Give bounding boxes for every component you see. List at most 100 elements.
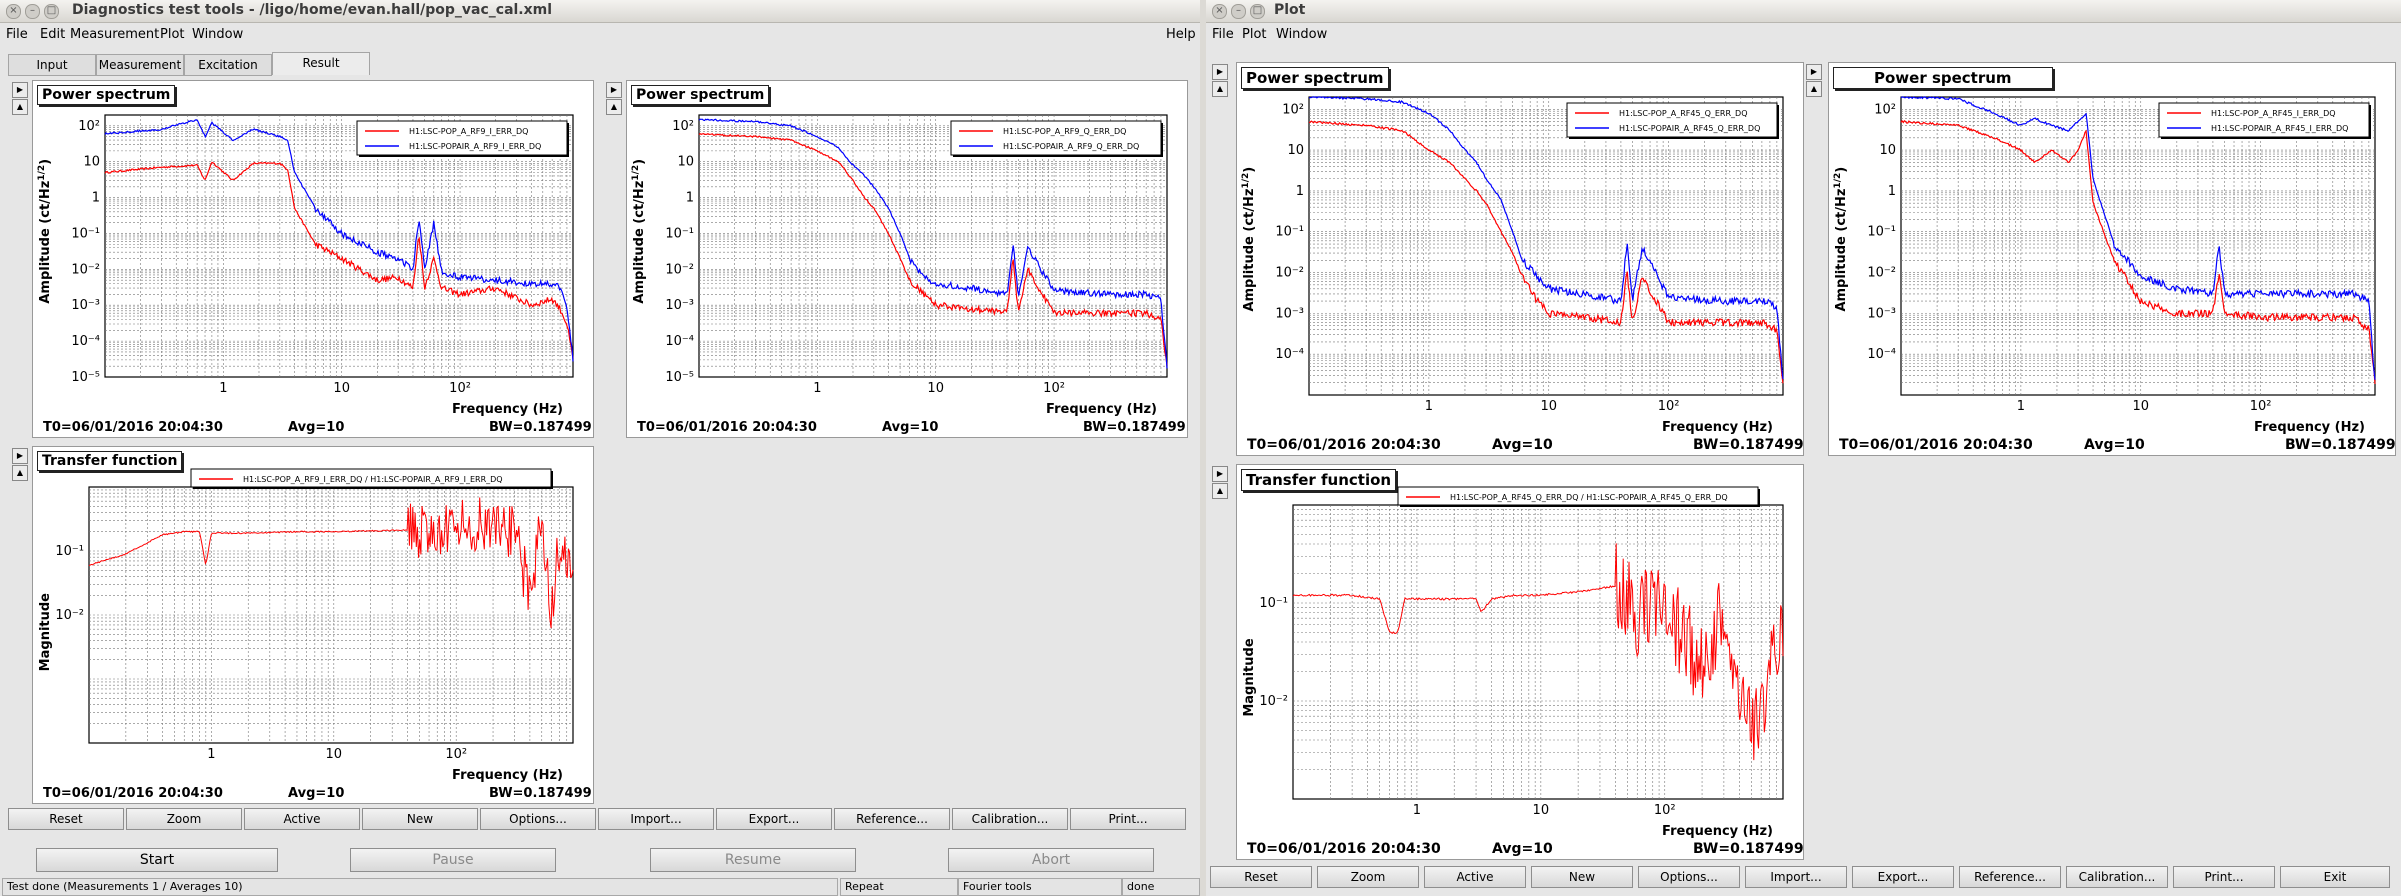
tab-result[interactable]: Result: [272, 52, 370, 75]
legend-entry: H1:LSC-POPAIR_A_RF9_Q_ERR_DQ: [1003, 142, 1139, 151]
reset-button[interactable]: Reset: [1210, 866, 1312, 888]
reset-button[interactable]: Reset: [8, 808, 124, 830]
transfer-function-chart[interactable]: 1 10 10² 10⁻² 10⁻¹ Frequency (Hz) Magnitude H1:…: [33, 465, 593, 785]
x-axis-title: Frequency (Hz): [452, 768, 563, 783]
legend-box: [2158, 102, 2370, 138]
y-tick-label: 10⁻³: [1275, 306, 1304, 321]
tab-input[interactable]: Input: [8, 54, 96, 76]
options-button[interactable]: Options...: [480, 808, 596, 830]
status-repeat: Repeat: [840, 878, 958, 896]
calibration-button[interactable]: Calibration...: [952, 808, 1068, 830]
import-button[interactable]: Import...: [598, 808, 714, 830]
menu-plot[interactable]: Plot: [160, 27, 185, 42]
menu-window[interactable]: Window: [1276, 27, 1328, 42]
pane-collapse-icon[interactable]: ▲: [1212, 81, 1228, 97]
x-tick-label: 1: [207, 747, 215, 762]
plot-pane-power-spectrum-2[interactable]: Power spectrum 1 10 10² 10⁻⁴ 10⁻³ 10⁻² 10⁻¹ 1 10…: [1828, 62, 2396, 456]
maximize-icon[interactable]: □: [1250, 4, 1265, 19]
minimize-icon[interactable]: –: [1231, 4, 1246, 19]
plot-pane-power-spectrum-1[interactable]: Power spectrum 1 10 10² 10⁻⁵ 10⁻⁴ 10⁻³ 10⁻² 10⁻…: [32, 80, 594, 438]
avg-label: Avg=10: [288, 786, 345, 801]
plot-frame: [1292, 504, 1784, 800]
reference-button[interactable]: Reference...: [834, 808, 950, 830]
plot-pane-power-spectrum-2[interactable]: Power spectrum 1 10 10² 10⁻⁵ 10⁻⁴ 10⁻³ 10⁻² 10⁻…: [626, 80, 1188, 438]
pane-collapse-icon[interactable]: ▲: [606, 99, 622, 115]
pane-collapse-icon[interactable]: ▲: [1212, 483, 1228, 499]
minimize-icon[interactable]: –: [25, 4, 40, 19]
pane-collapse-icon[interactable]: ▲: [12, 465, 28, 481]
pane-expand-icon[interactable]: ▶: [1212, 466, 1228, 482]
abort-button[interactable]: Abort: [948, 848, 1154, 872]
legend-box: [1566, 102, 1778, 138]
window-title: Plot: [1274, 2, 1306, 18]
pane-collapse-icon[interactable]: ▲: [1806, 81, 1822, 97]
pane-collapse-icon[interactable]: ▲: [12, 99, 28, 115]
power-spectrum-chart[interactable]: 1 10 10² 10⁻⁴ 10⁻³ 10⁻² 10⁻¹ 1 10 10² Frequency (H…: [1237, 81, 1803, 437]
close-icon[interactable]: ×: [1212, 4, 1227, 19]
plot-frame: [698, 114, 1168, 378]
power-spectrum-chart[interactable]: 1 10 10² 10⁻⁵ 10⁻⁴ 10⁻³ 10⁻² 10⁻¹ 1 10 10² Frequenc…: [33, 99, 593, 419]
series-line: [1292, 543, 1784, 761]
options-button[interactable]: Options...: [1638, 866, 1740, 888]
menu-plot[interactable]: Plot: [1242, 27, 1267, 42]
pane-title: Power spectrum: [1833, 67, 2053, 89]
menu-file[interactable]: File: [6, 27, 28, 42]
pane-expand-icon[interactable]: ▶: [1212, 64, 1228, 80]
y-tick-label: 1: [686, 191, 694, 206]
plot-pane-transfer-function[interactable]: Transfer function 1 10 10² 10⁻² 10⁻¹ Frequenc…: [32, 446, 594, 804]
print-button[interactable]: Print...: [1070, 808, 1186, 830]
pane-expand-icon[interactable]: ▶: [12, 82, 28, 98]
t0-label: T0=06/01/2016 20:04:30: [43, 786, 223, 801]
power-spectrum-chart[interactable]: 1 10 10² 10⁻⁵ 10⁻⁴ 10⁻³ 10⁻² 10⁻¹ 1 10 10² Frequenc…: [627, 99, 1187, 419]
avg-label: Avg=10: [882, 420, 939, 435]
menu-file[interactable]: File: [1212, 27, 1234, 42]
close-icon[interactable]: ×: [6, 4, 21, 19]
series-line: [104, 119, 574, 362]
exit-button[interactable]: Exit: [2280, 866, 2390, 888]
maximize-icon[interactable]: □: [44, 4, 59, 19]
zoom-button[interactable]: Zoom: [1317, 866, 1419, 888]
reference-button[interactable]: Reference...: [1959, 866, 2061, 888]
resume-button[interactable]: Resume: [650, 848, 856, 872]
series-line: [1900, 96, 2376, 380]
tab-measurement[interactable]: Measurement: [96, 54, 184, 76]
transfer-function-chart[interactable]: 1 10 10² 10⁻² 10⁻¹ Frequency (Hz) Magnitude H1:…: [1237, 483, 1803, 841]
x-axis-title: Frequency (Hz): [1046, 402, 1157, 417]
x-tick-label: 10²: [449, 381, 471, 396]
status-message: Test done (Measurements 1 / Averages 10): [2, 878, 838, 896]
calibration-button[interactable]: Calibration...: [2066, 866, 2168, 888]
start-button[interactable]: Start: [36, 848, 278, 872]
y-tick-label: 10⁻¹: [665, 226, 694, 241]
menu-edit[interactable]: Edit: [40, 27, 66, 42]
y-tick-label: 10²: [78, 119, 100, 134]
series-line: [698, 132, 1168, 366]
left-menubar: File Edit Measurement Plot Window Help: [0, 24, 1200, 46]
pane-expand-icon[interactable]: ▶: [606, 82, 622, 98]
power-spectrum-chart[interactable]: 1 10 10² 10⁻⁴ 10⁻³ 10⁻² 10⁻¹ 1 10 10² Frequency (H…: [1829, 81, 2395, 437]
tab-excitation[interactable]: Excitation: [184, 54, 272, 76]
export-button[interactable]: Export...: [1852, 866, 1954, 888]
legend-box: [1397, 486, 1759, 506]
export-button[interactable]: Export...: [716, 808, 832, 830]
plot-pane-power-spectrum-1[interactable]: Power spectrum 1 10 10² 10⁻⁴ 10⁻³ 10⁻² 10⁻¹ 1 10…: [1236, 62, 1804, 456]
menu-window[interactable]: Window: [192, 27, 244, 42]
pause-button[interactable]: Pause: [350, 848, 556, 872]
legend-entry: H1:LSC-POP_A_RF9_Q_ERR_DQ: [1003, 127, 1126, 136]
zoom-button[interactable]: Zoom: [126, 808, 242, 830]
menu-help[interactable]: Help: [1166, 27, 1196, 42]
new-button[interactable]: New: [362, 808, 478, 830]
avg-label: Avg=10: [2084, 437, 2145, 453]
bw-label: BW=0.187499: [489, 420, 592, 435]
y-tick-label: 10⁻⁵: [71, 370, 100, 385]
active-button[interactable]: Active: [244, 808, 360, 830]
y-tick-label: 10⁻¹: [1867, 225, 1896, 240]
pane-expand-icon[interactable]: ▶: [12, 448, 28, 464]
print-button[interactable]: Print...: [2173, 866, 2275, 888]
plot-pane-transfer-function[interactable]: Transfer function 1 10 10² 10⁻² 10⁻¹ Frequenc…: [1236, 464, 1804, 860]
x-tick-label: 10: [1533, 803, 1550, 818]
menu-measurement[interactable]: Measurement: [70, 27, 160, 42]
active-button[interactable]: Active: [1424, 866, 1526, 888]
new-button[interactable]: New: [1531, 866, 1633, 888]
pane-expand-icon[interactable]: ▶: [1806, 64, 1822, 80]
import-button[interactable]: Import...: [1745, 866, 1847, 888]
